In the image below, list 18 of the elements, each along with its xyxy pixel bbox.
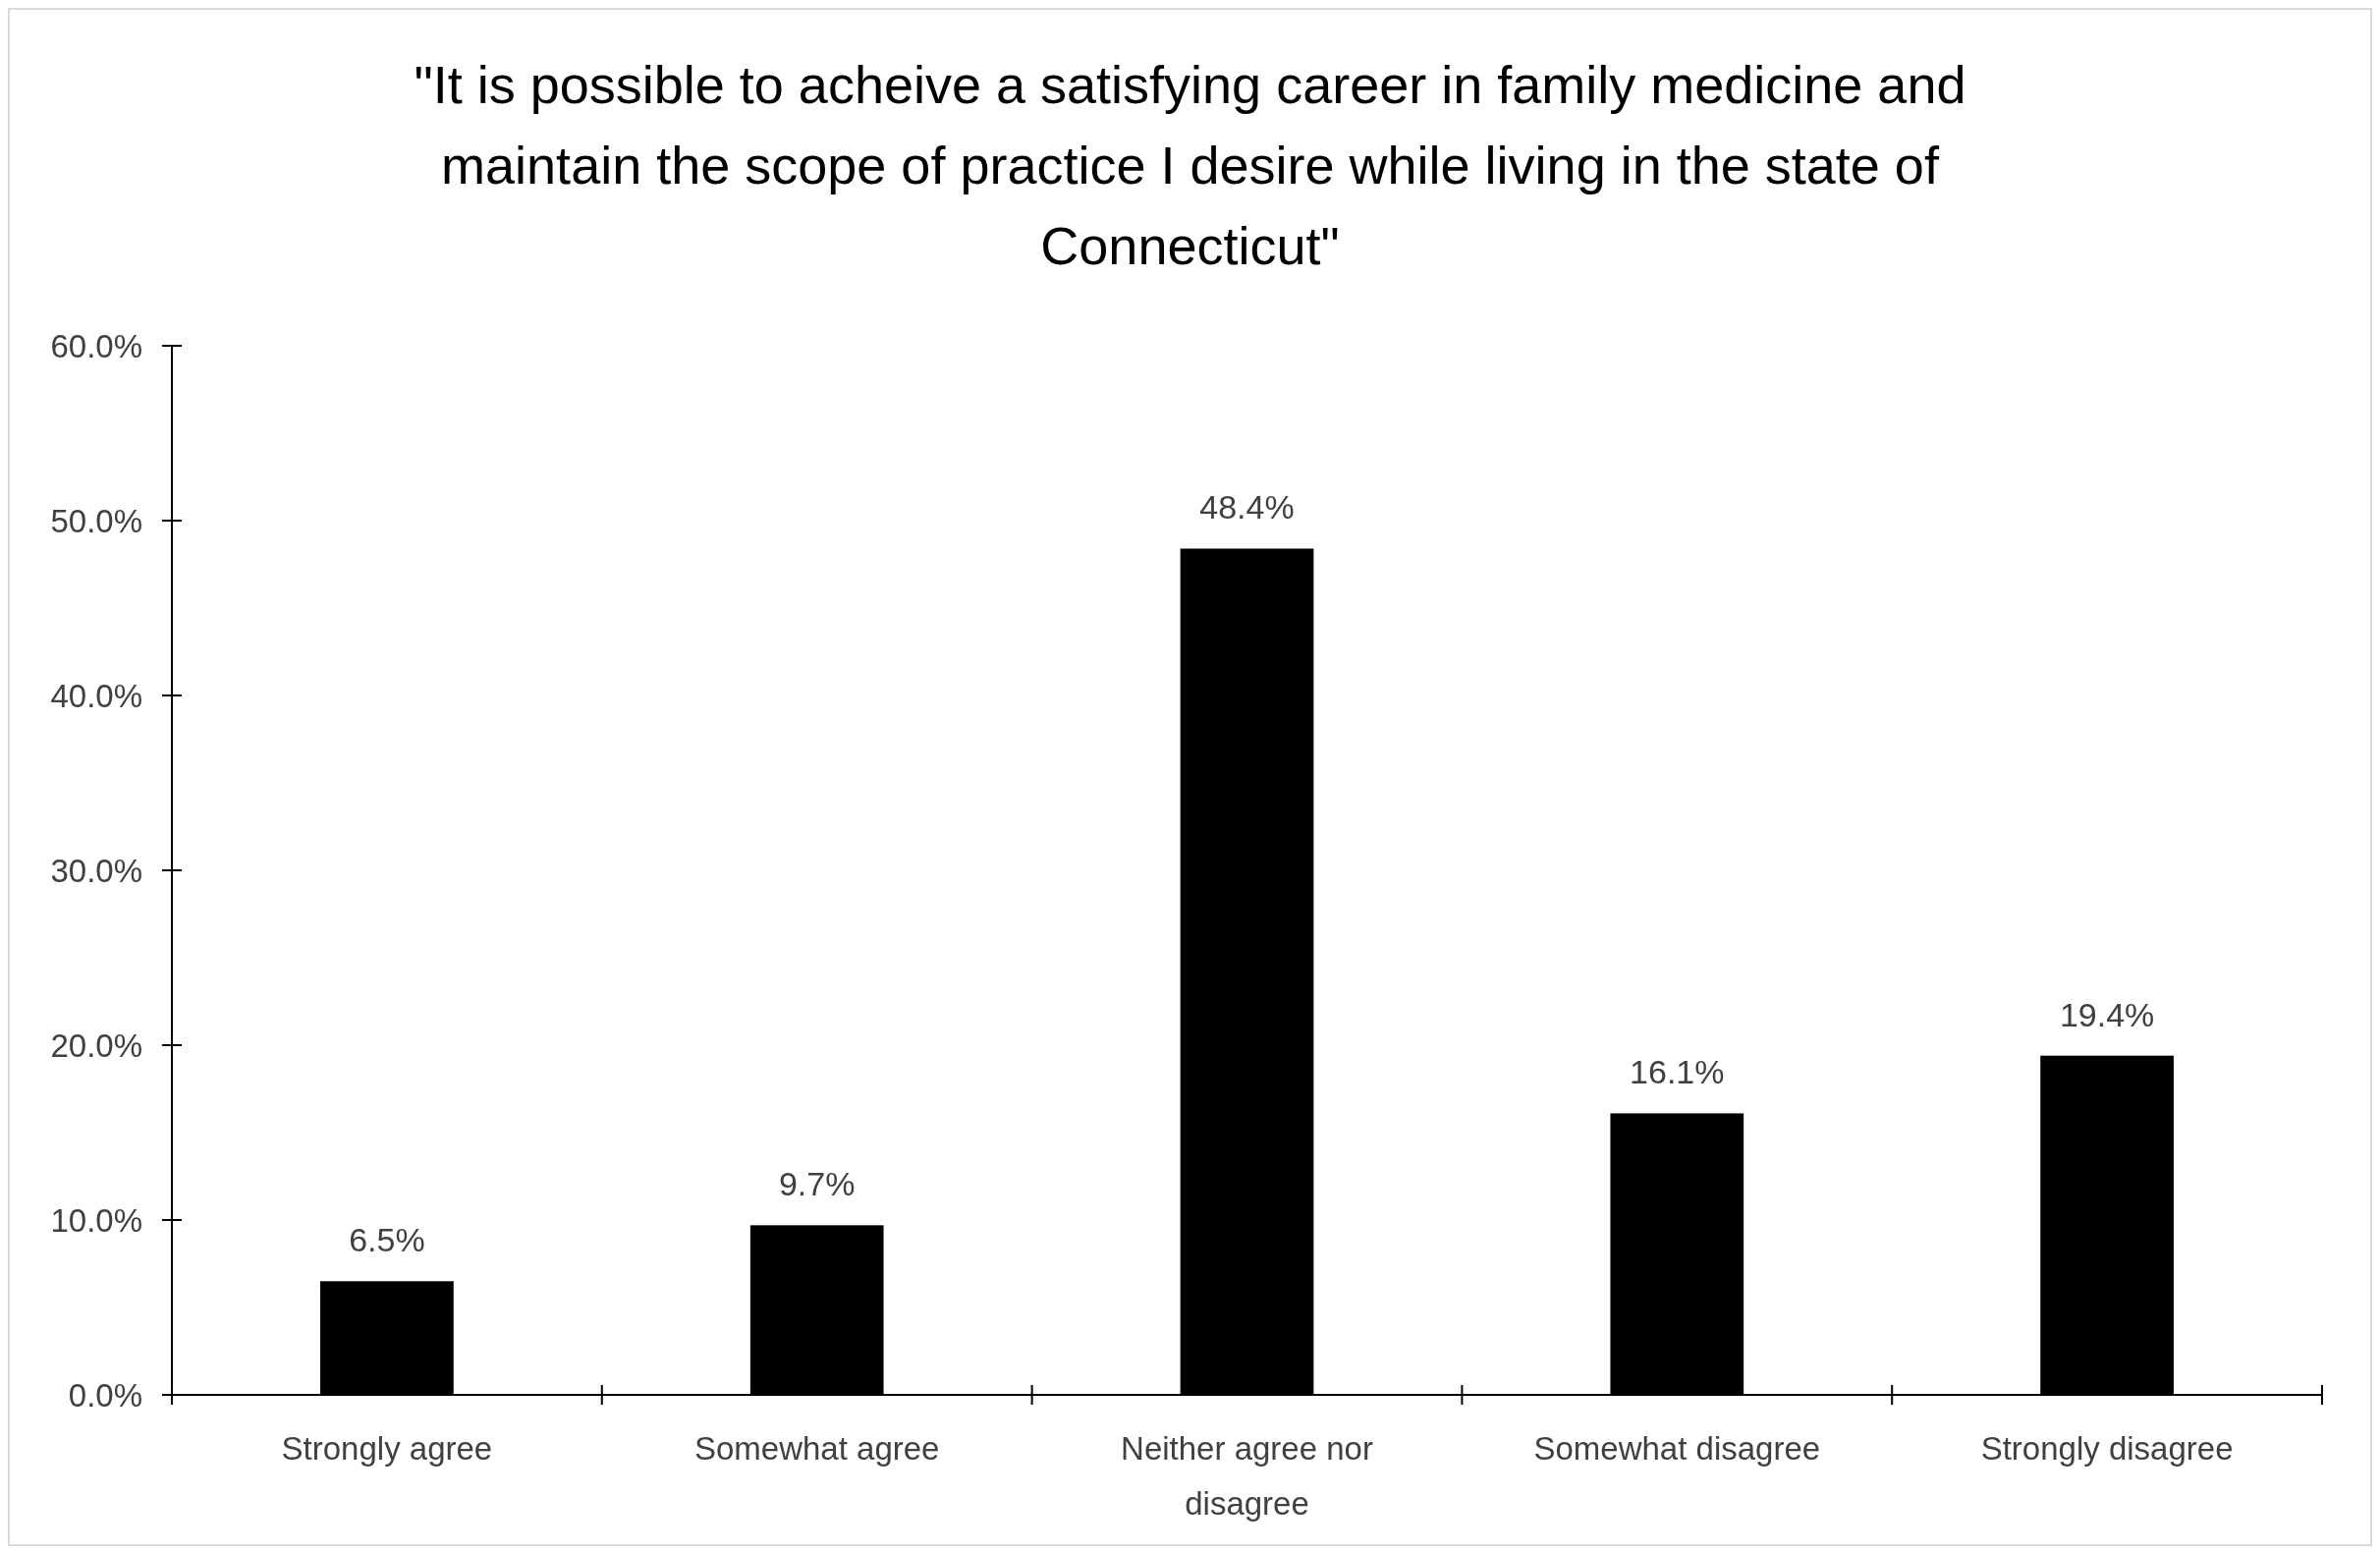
data-label: 19.4% xyxy=(2059,995,2155,1033)
y-tick-label: 30.0% xyxy=(50,852,142,889)
y-tick-label: 40.0% xyxy=(50,677,142,714)
x-tick-label: Somewhat disagree xyxy=(1533,1430,1821,1467)
data-label: 9.7% xyxy=(778,1165,856,1203)
y-tick-label: 60.0% xyxy=(50,327,142,364)
x-tick-label: Strongly agree xyxy=(281,1430,493,1467)
data-label: 16.1% xyxy=(1630,1053,1725,1091)
data-label: 48.4% xyxy=(1199,488,1295,527)
y-tick-label: 10.0% xyxy=(50,1201,142,1239)
x-tick-label: Strongly disagree xyxy=(1980,1430,2234,1467)
x-tick-label: Somewhat agree xyxy=(693,1430,940,1467)
data-label: 6.5% xyxy=(349,1221,425,1259)
y-tick-label: 50.0% xyxy=(50,502,142,539)
y-tick-label: 0.0% xyxy=(68,1376,142,1414)
x-tick-label: Neither agree nor disagree xyxy=(1121,1430,1373,1522)
y-tick-label: 20.0% xyxy=(50,1027,142,1064)
chart-title: "It is possible to acheive a satisfying career in family medicine and maintain the scope of practice I desire while living in the state of Connecticut" xyxy=(414,55,1966,275)
